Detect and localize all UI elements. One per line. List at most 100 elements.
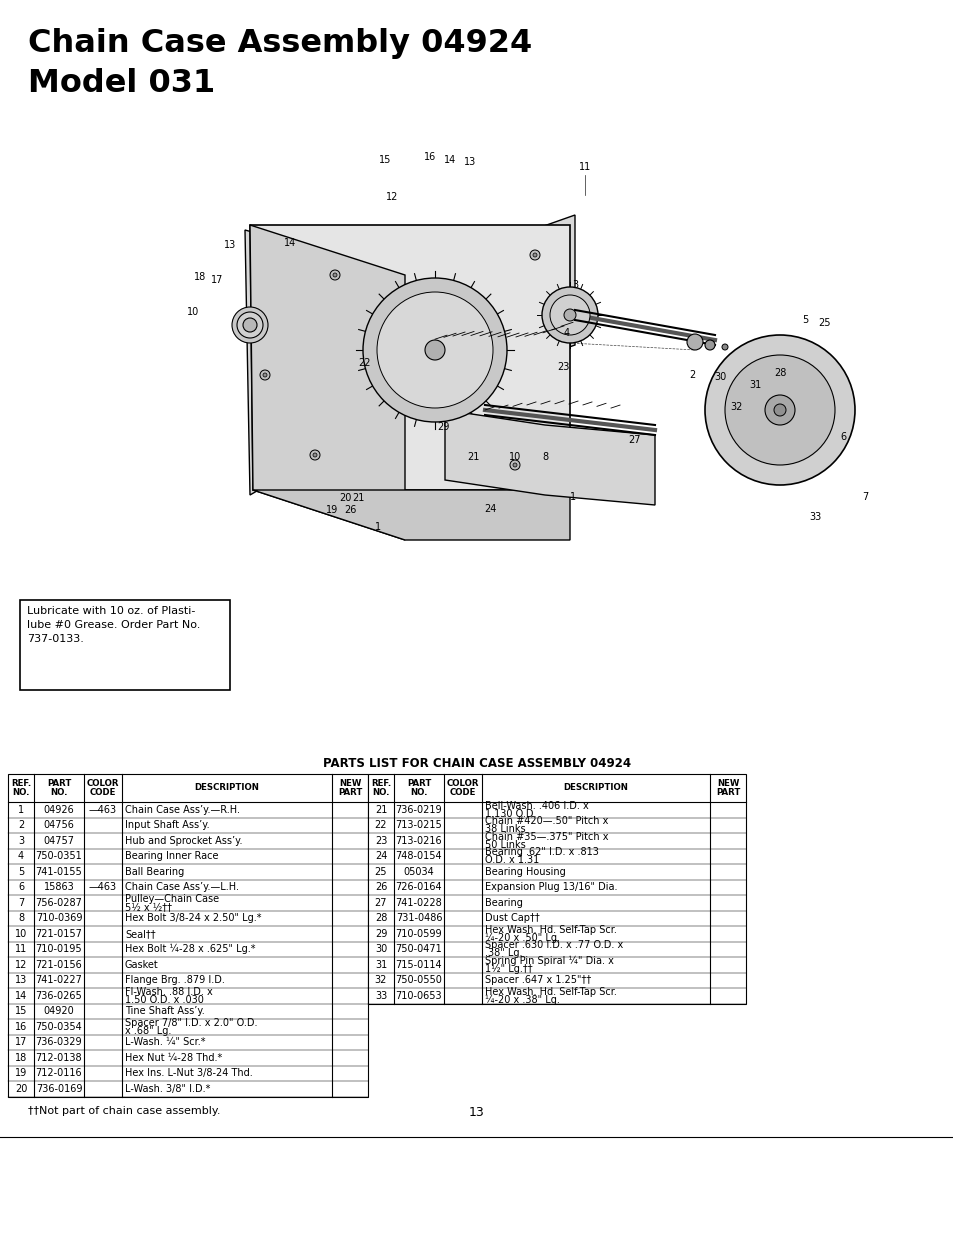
Text: 21: 21 [466,452,478,462]
Text: 736-0265: 736-0265 [35,991,82,1001]
Text: 29: 29 [436,422,449,432]
Circle shape [510,460,519,470]
Text: 16: 16 [423,152,436,162]
Text: 4: 4 [18,851,24,861]
Text: 21: 21 [375,805,387,815]
Text: 33: 33 [375,991,387,1001]
Text: 04756: 04756 [44,820,74,830]
Text: 3: 3 [18,836,24,846]
Text: 20: 20 [338,493,351,503]
Text: 741-0228: 741-0228 [395,898,442,908]
Text: 25: 25 [818,318,830,328]
Text: Chain Case Assembly 04924: Chain Case Assembly 04924 [28,27,532,59]
Text: 27: 27 [375,898,387,908]
Bar [8,774,368,1096]
Circle shape [260,370,270,380]
Text: 26: 26 [343,505,355,515]
Text: ¼-20 x .50" Lg.: ¼-20 x .50" Lg. [484,933,559,943]
Circle shape [550,295,589,335]
Text: REF.: REF. [10,779,31,787]
Circle shape [513,464,517,467]
Text: 33: 33 [808,512,821,522]
Text: 38 Links: 38 Links [484,825,525,835]
Text: 21: 21 [352,493,364,503]
Text: Hex Wash. Hd. Self-Tap Scr.: Hex Wash. Hd. Self-Tap Scr. [484,925,617,934]
Text: 11: 11 [578,162,591,172]
Text: 713-0215: 713-0215 [395,820,442,830]
Text: 1.50 O.D. x .030: 1.50 O.D. x .030 [125,996,204,1006]
Text: 18: 18 [193,272,206,282]
Text: PART: PART [406,779,431,787]
Text: Fl-Wash. .88 I.D. x: Fl-Wash. .88 I.D. x [125,987,213,997]
Text: 30: 30 [713,373,725,383]
Circle shape [236,312,263,338]
Text: CODE: CODE [450,787,476,797]
Text: COLOR: COLOR [87,779,119,787]
Circle shape [704,340,714,350]
Text: 1: 1 [375,522,380,532]
Text: DESCRIPTION: DESCRIPTION [563,784,628,792]
Text: 712-0116: 712-0116 [35,1068,82,1078]
Text: 1: 1 [569,492,576,502]
Text: 18: 18 [15,1053,27,1063]
Text: 13: 13 [469,1106,484,1119]
Circle shape [232,307,268,343]
Text: 7: 7 [861,492,867,502]
Text: 721-0157: 721-0157 [35,928,82,938]
Polygon shape [253,490,569,540]
Text: 50 Links: 50 Links [484,840,525,850]
Circle shape [424,340,444,360]
Text: 19: 19 [15,1068,27,1078]
Text: 31: 31 [748,380,760,390]
Text: 736-0219: 736-0219 [395,805,442,815]
Text: ¼-20 x .38" Lg.: ¼-20 x .38" Lg. [484,994,559,1006]
Text: 7: 7 [18,898,24,908]
Circle shape [533,253,537,257]
Circle shape [243,318,256,331]
Circle shape [313,454,316,457]
Text: 15863: 15863 [44,882,74,892]
Text: 11: 11 [15,944,27,954]
Circle shape [724,355,834,465]
Text: 32: 32 [730,402,742,412]
Text: Tine Shaft Ass’y.: Tine Shaft Ass’y. [125,1007,205,1017]
Text: 750-0471: 750-0471 [395,944,442,954]
Text: 750-0354: 750-0354 [35,1022,82,1032]
Text: Gasket: Gasket [125,959,158,969]
Text: DESCRIPTION: DESCRIPTION [194,784,259,792]
Text: REF.: REF. [371,779,391,787]
Text: 17: 17 [15,1037,27,1047]
Text: 726-0164: 726-0164 [395,882,442,892]
Text: 710-0369: 710-0369 [35,913,82,923]
Text: Pulley—Chain Case: Pulley—Chain Case [125,893,219,903]
Text: 736-0169: 736-0169 [35,1084,82,1094]
Text: 10: 10 [187,307,199,316]
Polygon shape [250,226,569,490]
Circle shape [764,395,794,425]
Text: Spring Pin Spiral ¼" Dia. x: Spring Pin Spiral ¼" Dia. x [484,956,613,966]
Polygon shape [245,216,575,495]
Text: 741-0155: 741-0155 [35,867,82,877]
Text: Hex Wash. Hd. Self-Tap Scr.: Hex Wash. Hd. Self-Tap Scr. [484,987,617,997]
Text: 731-0486: 731-0486 [395,913,442,923]
Circle shape [721,344,727,350]
Circle shape [686,334,702,350]
Text: Lubricate with 10 oz. of Plasti-
lube #0 Grease. Order Part No.
737-0133.: Lubricate with 10 oz. of Plasti- lube #0… [27,606,200,644]
Circle shape [376,292,493,407]
Text: 2: 2 [18,820,24,830]
Text: 14: 14 [284,238,295,248]
Text: Bearing .62" I.D. x .813: Bearing .62" I.D. x .813 [484,847,598,857]
Text: 713-0216: 713-0216 [395,836,442,846]
Text: 19: 19 [326,505,337,515]
Text: 16: 16 [15,1022,27,1032]
Text: 712-0138: 712-0138 [35,1053,82,1063]
Text: 27: 27 [628,435,640,445]
Text: 741-0227: 741-0227 [35,976,82,986]
Text: 715-0114: 715-0114 [395,959,442,969]
Text: COLOR: COLOR [446,779,478,787]
Circle shape [704,335,854,485]
Text: 12: 12 [385,192,397,202]
Text: 04926: 04926 [44,805,74,815]
Text: 04757: 04757 [44,836,74,846]
Text: 23: 23 [557,363,569,373]
